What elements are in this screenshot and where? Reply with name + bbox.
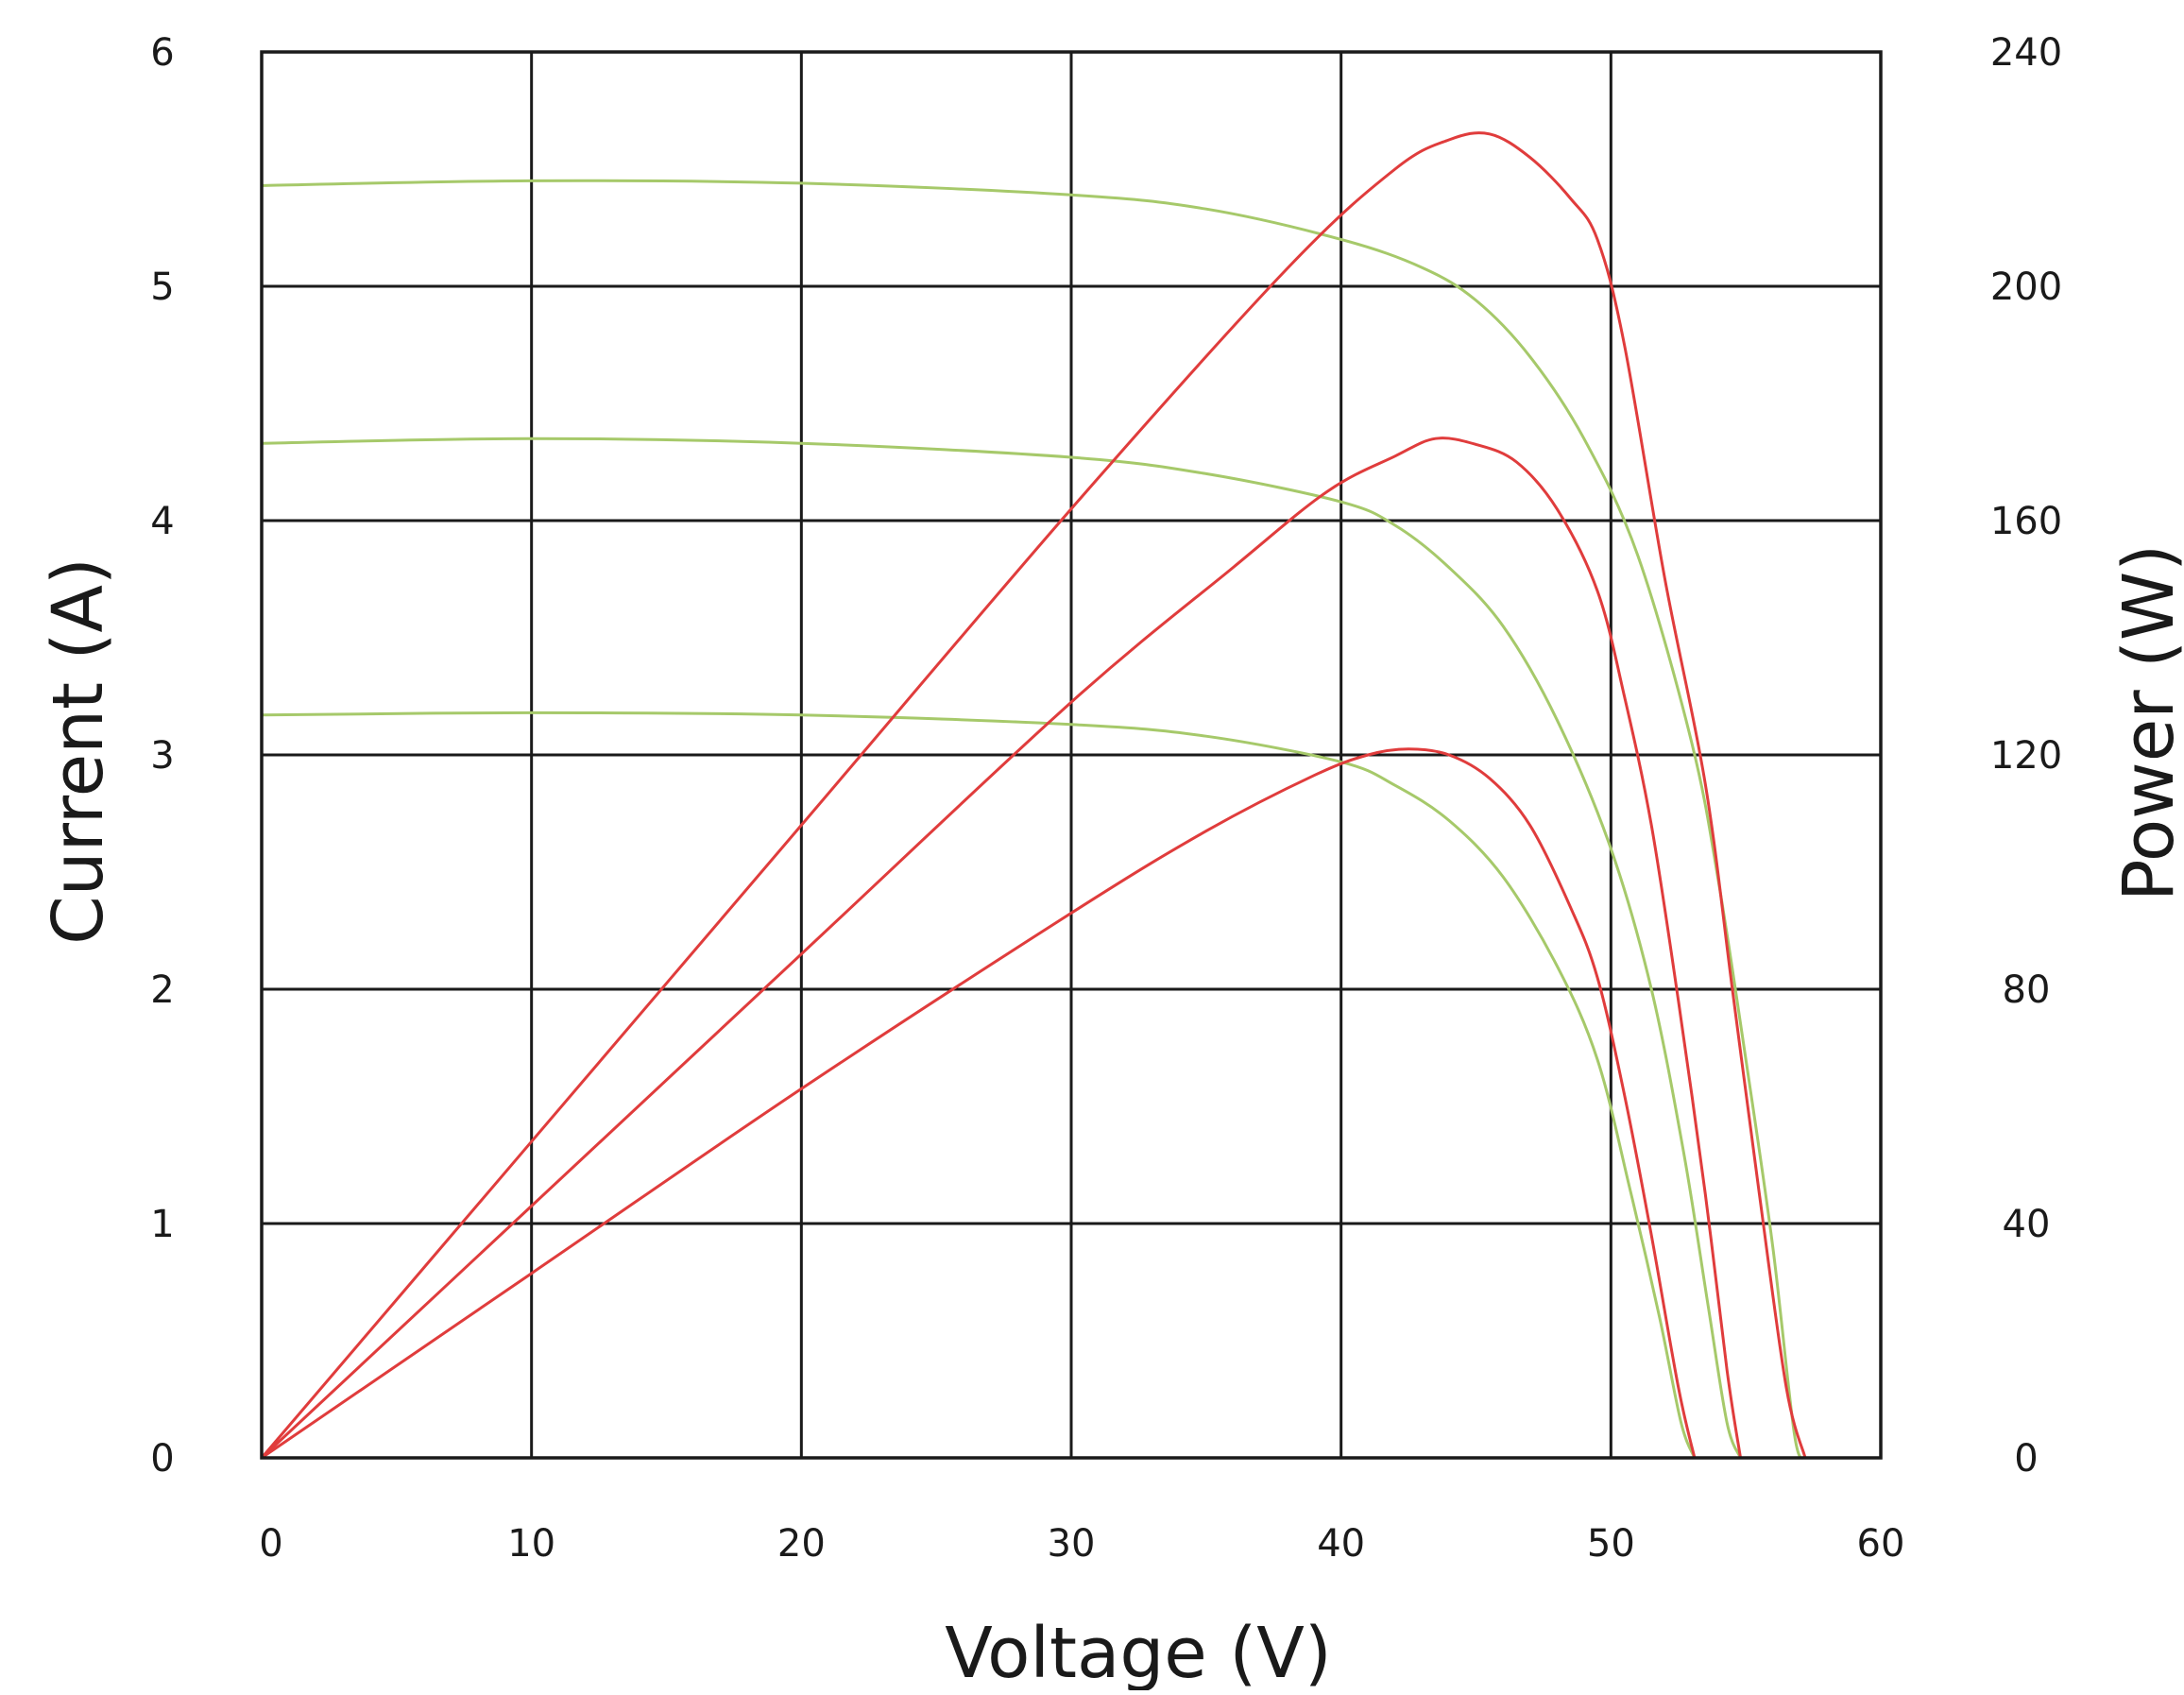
y-tick-label: 4 (150, 500, 174, 543)
x-axis-title: Voltage (V) (945, 1613, 1331, 1690)
y-tick-label: 3 (150, 734, 174, 778)
x-tick-label: 40 (1317, 1522, 1365, 1566)
y2-axis-title: Power (W) (2108, 544, 2184, 901)
y-tick-label: 5 (150, 265, 174, 309)
power-curves (260, 131, 1807, 1460)
plot-border (260, 50, 1883, 1460)
y2-tick-label: 120 (1990, 734, 2062, 778)
x-tick-label: 0 (259, 1522, 282, 1566)
y2-tick-label: 80 (2003, 968, 2051, 1012)
x-tick-label: 10 (507, 1522, 555, 1566)
x-tick-label: 50 (1587, 1522, 1635, 1566)
y2-tick-label: 160 (1990, 500, 2062, 543)
current-curve-3 (261, 711, 1697, 1459)
x-tick-label: 60 (1857, 1522, 1905, 1566)
y-tick-label: 0 (150, 1437, 174, 1481)
power-curve-2 (260, 437, 1742, 1460)
current-curve-2 (261, 437, 1742, 1459)
x-tick-label: 20 (777, 1522, 826, 1566)
x-tick-label: 30 (1048, 1522, 1096, 1566)
power-curve-1 (260, 131, 1807, 1459)
y-tick-label: 2 (150, 968, 174, 1012)
y2-tick-label: 240 (1990, 31, 2062, 75)
y-tick-label: 6 (150, 31, 174, 75)
current-curve-1 (261, 179, 1807, 1460)
y2-tick-label: 40 (2003, 1203, 2051, 1246)
y2-tick-label: 200 (1990, 265, 2062, 309)
y-axis-title: Current (A) (38, 557, 119, 945)
plot-frame (260, 50, 1883, 1460)
power-curve-3 (261, 747, 1697, 1460)
y-tick-label: 1 (150, 1203, 174, 1246)
current-curves (261, 179, 1807, 1460)
y2-tick-label: 0 (2014, 1437, 2038, 1481)
